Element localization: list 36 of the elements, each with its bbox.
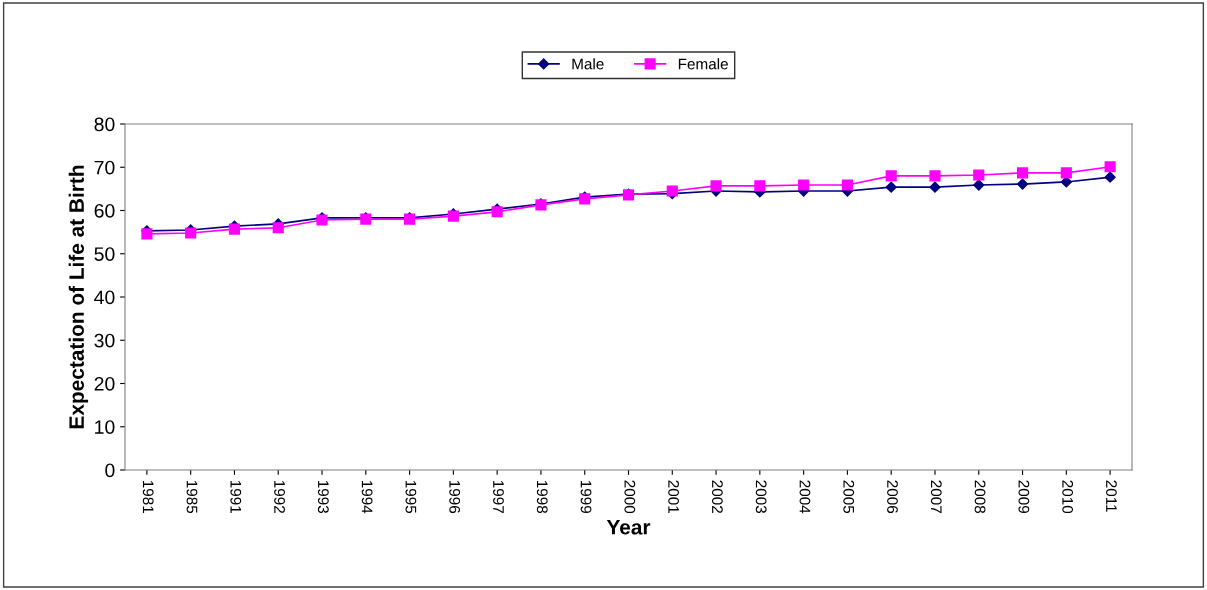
- y-tick-label: 10: [95, 420, 115, 434]
- x-tick-label: 1992: [274, 480, 285, 513]
- x-tick-label: 2009: [1018, 480, 1030, 513]
- x-tick-label: 1998: [536, 480, 548, 514]
- x-tick-label: 2003: [755, 480, 767, 514]
- y-tick-label: 70: [94, 160, 115, 175]
- x-tick-label: 2008: [974, 480, 986, 514]
- y-axis-title: Expectation of Life at Birth: [68, 165, 89, 429]
- x-tick-label: 1985: [186, 480, 198, 514]
- x-tick-label: 1996: [449, 480, 461, 514]
- y-tick-label: 60: [94, 203, 115, 218]
- x-tick-label: 2011: [1106, 480, 1117, 512]
- x-tick-label: 2000: [624, 480, 636, 514]
- x-tick-label: 1999: [580, 480, 592, 513]
- x-tick-label: 2005: [843, 480, 855, 514]
- x-tick-label: 2001: [668, 480, 679, 513]
- x-axis-title: Year: [606, 520, 651, 535]
- x-tick-label: 1997: [493, 480, 504, 513]
- y-tick-label: 0: [105, 463, 115, 478]
- x-tick-label: 2007: [930, 480, 942, 513]
- x-tick-label: 1993: [317, 480, 329, 514]
- y-tick-label: 80: [94, 117, 115, 132]
- y-tick-label: 40: [94, 290, 115, 305]
- x-tick-label: 1991: [230, 480, 242, 513]
- x-tick-label: 1994: [361, 480, 373, 514]
- x-tick-label: 2006: [887, 480, 898, 514]
- legend-label: Female: [678, 58, 728, 70]
- x-tick-label: 2010: [1062, 480, 1074, 514]
- x-tick-label: 1981: [142, 480, 154, 513]
- legend-label: Male: [572, 58, 604, 70]
- y-tick-label: 50: [94, 247, 115, 261]
- x-tick-label: 1995: [405, 480, 417, 514]
- x-tick-label: 2002: [711, 480, 723, 513]
- x-tick-label: 2004: [799, 480, 811, 514]
- y-tick-label: 20: [94, 376, 115, 391]
- y-tick-label: 30: [94, 333, 115, 348]
